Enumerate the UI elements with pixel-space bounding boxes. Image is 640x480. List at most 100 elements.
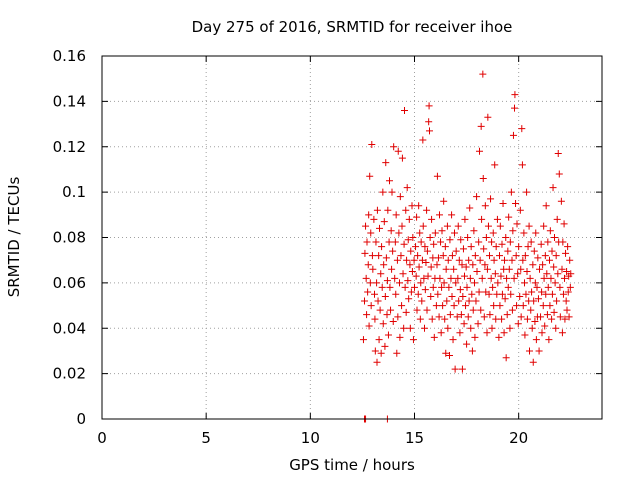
data-point <box>566 283 574 291</box>
data-point <box>415 202 423 210</box>
data-point <box>517 265 525 273</box>
data-point <box>554 270 562 278</box>
data-point <box>384 206 392 214</box>
data-point <box>482 234 490 241</box>
data-point <box>461 215 469 223</box>
data-point <box>522 290 530 298</box>
data-point <box>396 193 404 201</box>
data-point <box>444 324 452 332</box>
y-tick-label: 0 <box>76 410 86 428</box>
data-point <box>488 324 496 332</box>
data-point <box>433 261 441 269</box>
data-point <box>495 333 503 341</box>
data-point <box>372 238 380 246</box>
data-point <box>443 297 451 305</box>
data-point <box>553 297 561 305</box>
data-point <box>392 290 400 298</box>
data-point <box>457 311 465 319</box>
data-point <box>391 274 399 282</box>
data-point <box>551 279 559 287</box>
data-point <box>513 220 521 228</box>
data-point <box>439 302 447 310</box>
data-point <box>487 274 495 282</box>
data-point <box>514 320 522 328</box>
data-point <box>451 365 459 373</box>
data-point <box>541 322 549 330</box>
data-point <box>470 227 478 235</box>
data-point <box>467 243 475 251</box>
data-point <box>477 122 485 130</box>
data-point <box>553 215 561 223</box>
data-point <box>451 229 458 237</box>
data-point <box>496 302 504 310</box>
data-point <box>473 268 481 276</box>
data-point <box>454 274 462 282</box>
data-point <box>535 347 543 355</box>
x-axis-label: GPS time / hours <box>289 456 415 474</box>
data-point <box>367 229 375 237</box>
data-point <box>429 283 437 291</box>
data-point <box>494 279 502 287</box>
data-point <box>373 206 381 214</box>
data-point <box>370 215 378 223</box>
data-point <box>452 247 460 255</box>
data-point <box>403 256 411 264</box>
data-point <box>371 315 379 323</box>
data-point <box>418 256 426 264</box>
data-point <box>526 274 534 282</box>
data-point <box>421 243 429 251</box>
data-point <box>556 313 564 321</box>
data-point <box>504 247 512 255</box>
data-point <box>411 283 418 291</box>
data-point <box>402 206 410 214</box>
data-point <box>407 247 415 255</box>
data-point <box>382 254 390 262</box>
y-tick-label: 0.14 <box>53 92 86 110</box>
data-point <box>435 313 443 321</box>
data-points <box>359 70 575 423</box>
y-tick-label: 0.16 <box>53 47 86 65</box>
data-point <box>380 218 388 226</box>
data-point <box>382 159 390 167</box>
data-point <box>518 125 526 133</box>
data-point <box>425 102 433 110</box>
data-point <box>557 197 565 205</box>
data-point <box>527 238 535 246</box>
data-point <box>504 283 512 291</box>
data-point <box>561 315 569 323</box>
y-tick-label: 0.06 <box>53 274 86 292</box>
data-point <box>422 258 430 266</box>
chart-title: Day 275 of 2016, SRMTID for receiver iho… <box>192 18 513 36</box>
data-point <box>396 279 403 287</box>
data-point <box>520 229 528 237</box>
data-point <box>484 113 492 121</box>
data-point <box>528 288 536 296</box>
data-point <box>546 227 554 235</box>
data-point <box>404 277 412 285</box>
data-point <box>375 336 383 344</box>
data-point <box>561 274 568 282</box>
data-point <box>414 252 422 260</box>
data-point <box>471 333 479 341</box>
data-point <box>377 349 385 357</box>
data-point <box>464 234 472 241</box>
data-point <box>508 256 516 264</box>
data-point <box>450 265 458 273</box>
data-point <box>458 365 466 373</box>
data-point <box>531 279 539 287</box>
data-point <box>378 283 386 291</box>
data-point <box>492 243 500 251</box>
data-point <box>509 131 517 139</box>
data-point <box>521 279 528 287</box>
data-point <box>523 268 531 276</box>
data-point <box>400 324 408 332</box>
data-point <box>383 277 391 285</box>
data-point <box>461 272 468 280</box>
data-point <box>419 136 427 144</box>
data-point <box>523 315 531 323</box>
data-point <box>389 247 397 255</box>
data-point <box>401 106 408 114</box>
data-point <box>375 252 383 260</box>
data-point <box>478 274 486 282</box>
data-point <box>362 222 370 230</box>
